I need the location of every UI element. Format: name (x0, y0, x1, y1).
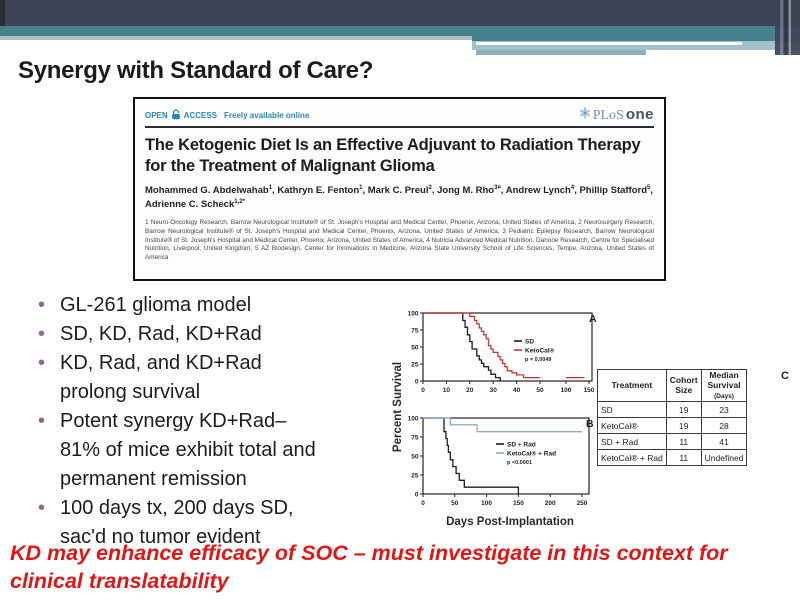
takeaway-text: KD may enhance efficacy of SOC – must in… (10, 541, 728, 593)
table-header-cell: Treatment (597, 368, 667, 403)
header-white-stripe (476, 42, 742, 45)
svg-text:0: 0 (415, 378, 419, 385)
header-bar-teal (0, 26, 800, 36)
paper-affiliations: 1 Neuro-Oncology Research, Barrow Neurol… (145, 219, 654, 261)
table-cell: KetoCal® + Rad (597, 449, 667, 467)
author-name: Kathryn E. Fenton1 (277, 185, 363, 197)
svg-text:20: 20 (466, 387, 474, 394)
page-title: Synergy with Standard of Care? (18, 57, 374, 84)
svg-text:10: 10 (443, 387, 451, 394)
table-cell: KetoCal® (597, 417, 667, 435)
author-name: Phillip Stafford5 (579, 185, 651, 197)
svg-text:0: 0 (415, 491, 419, 498)
panel-label-c: C (781, 370, 789, 382)
table-cell: 11 (665, 449, 702, 467)
table-cell: 41 (700, 433, 748, 451)
paper-title: The Ketogenic Diet Is an Effective Adjuv… (145, 136, 641, 175)
svg-text:50: 50 (451, 500, 459, 507)
survival-chart-b: 0 25 50 75 100 0 50 100 150 200 250 SD + RadKetoCal… (408, 415, 594, 507)
paper-authors: Mohammed G. Abdelwahab1, Kathryn E. Fent… (145, 185, 654, 211)
bullet-item: 100 days tx, 200 days SD,sac'd no tumor … (30, 494, 395, 552)
svg-text:B: B (586, 418, 594, 430)
header-corner-stripes (775, 0, 800, 55)
plos-flower-icon (579, 106, 591, 124)
header-light-band (472, 41, 800, 50)
table-row: SD 19 23 (597, 401, 748, 419)
table-cell: SD + Rad (597, 433, 667, 451)
svg-text:100: 100 (561, 387, 572, 394)
author-name: Jong M. Rho3¤ (437, 185, 501, 197)
svg-text:100: 100 (408, 310, 419, 317)
table-cell: 19 (665, 417, 702, 435)
svg-text:100: 100 (408, 415, 419, 422)
svg-text:50: 50 (536, 387, 544, 394)
svg-text:50: 50 (411, 453, 419, 460)
table-cell: 19 (665, 401, 702, 419)
open-access-tagline: Freely available online (224, 110, 310, 120)
svg-text:50: 50 (411, 344, 419, 351)
table-cell: SD (597, 401, 667, 419)
paper-clipping: OPEN ACCESS Freely available online (133, 97, 666, 281)
paper-header: OPEN ACCESS Freely available online (145, 106, 654, 124)
svg-text:250: 250 (577, 500, 588, 507)
svg-text:KetoCal® + Rad: KetoCal® + Rad (507, 449, 556, 457)
open-access-suffix: ACCESS (183, 110, 218, 120)
author-name: Andrew Lynch4 (505, 185, 575, 197)
svg-text:p = 0.0049: p = 0.0049 (525, 357, 551, 363)
bullet-list: GL-261 glioma modelSD, KD, Rad, KD+RadKD… (30, 291, 395, 552)
bullet-item: SD, KD, Rad, KD+Rad (30, 320, 395, 349)
open-access-icon (171, 108, 181, 122)
open-access-prefix: OPEN (145, 110, 168, 120)
svg-text:150: 150 (584, 387, 595, 394)
x-axis-label: Days Post-Implantation (446, 516, 574, 528)
header-gray-stripe (476, 50, 646, 55)
table-row: KetoCal® + Rad 11 Undefined (597, 449, 748, 467)
svg-text:SD: SD (525, 338, 534, 345)
table-row: SD + Rad 11 41 (597, 433, 748, 451)
table-cell: 28 (700, 417, 748, 435)
svg-text:40: 40 (513, 387, 521, 394)
author-name: Mohammed G. Abdelwahab1 (145, 185, 273, 197)
svg-text:0: 0 (421, 387, 425, 394)
svg-text:75: 75 (411, 327, 419, 334)
median-survival-table: Treatment Cohort Size Median Survival (Days) … (597, 368, 748, 467)
svg-text:A: A (589, 313, 597, 325)
table-header-cell: Cohort Size (665, 368, 702, 403)
header-bar-dark-edge (0, 0, 5, 26)
svg-text:SD + Rad: SD + Rad (507, 441, 536, 448)
plos-one-wordmark: one (625, 106, 654, 123)
plos-wordmark: PLoS (592, 108, 624, 123)
header-stripe-left (0, 36, 472, 40)
table-cell: 23 (700, 401, 748, 419)
svg-text:100: 100 (481, 500, 492, 507)
author-name: Mark C. Preul2 (367, 185, 432, 197)
table-header-cell: Median Survival (Days) (700, 368, 748, 403)
table-row: KetoCal® 19 28 (597, 417, 748, 435)
paper-divider (145, 126, 654, 128)
bullet-item: Potent synergy KD+Rad–81% of mice exhibi… (30, 407, 395, 494)
table-body: SD 19 23 KetoCal® 19 28 SD + Rad 11 41 KetoCal® +… (597, 401, 748, 467)
table-cell: Undefined (700, 449, 748, 467)
header-teal-extension (472, 36, 800, 41)
bullet-item: GL-261 glioma model (30, 291, 395, 320)
svg-text:25: 25 (411, 472, 419, 479)
author-name: Adrienne C. Scheck1,2* (145, 199, 245, 211)
table-header: Treatment Cohort Size Median Survival (Days) (597, 368, 748, 403)
svg-text:200: 200 (545, 500, 556, 507)
open-access-line: OPEN ACCESS Freely available online (145, 108, 310, 122)
svg-text:p <0.0001: p <0.0001 (507, 460, 532, 466)
table-cell: 11 (665, 433, 702, 451)
svg-text:75: 75 (411, 434, 419, 441)
svg-text:KetoCal®: KetoCal® (525, 346, 555, 354)
svg-text:150: 150 (513, 500, 524, 507)
svg-text:25: 25 (411, 361, 419, 368)
header-bar-dark (0, 0, 800, 26)
svg-text:30: 30 (490, 387, 498, 394)
svg-text:0: 0 (421, 500, 425, 507)
plos-one-logo: PLoS one (579, 106, 654, 124)
